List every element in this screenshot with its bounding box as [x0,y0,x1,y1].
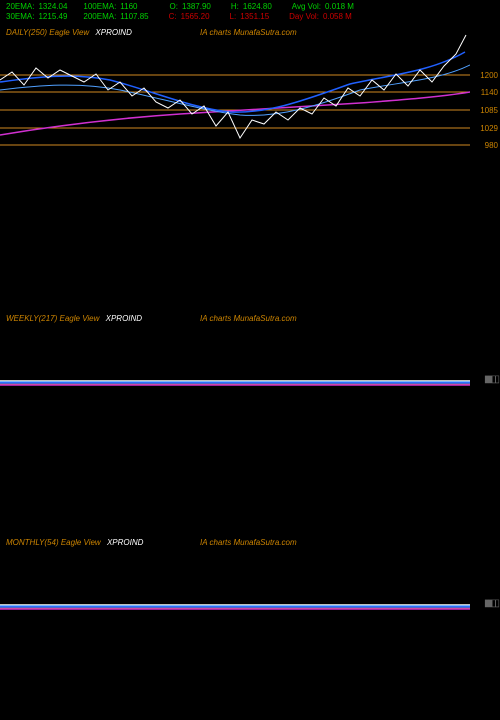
ema200-value: 1107.85 [120,12,148,22]
daily-chart-svg [0,30,470,170]
y-tick: 980 [485,141,498,150]
y-tick: 1140 [481,88,498,97]
ema20-label: 20EMA: [6,2,34,12]
weekly-chart [0,318,470,398]
y-tick: 1085 [480,106,498,115]
y-tick: 1029 [480,124,498,133]
ema100-label: 100EMA: [83,2,116,12]
low-label: L: [230,12,237,22]
dayvol-label: Day Vol: [289,12,319,22]
ema30-label: 30EMA: [6,12,34,22]
monthly-chart-svg [0,542,470,622]
weekly-marker: ▮▮▯▯ [484,374,498,385]
dayvol-value: 0.058 M [323,12,352,22]
close-value: 1565.20 [181,12,210,22]
y-tick: 1200 [480,71,498,80]
avgvol-value: 0.018 M [325,2,354,12]
ema200-label: 200EMA: [83,12,116,22]
avgvol-label: Avg Vol: [292,2,321,12]
header-row-2: 30EMA: 1215.49 200EMA: 1107.85 C: 1565.2… [6,12,494,22]
monthly-chart [0,542,470,622]
daily-y-axis: 1200 1140 1085 1029 980 [472,30,500,170]
close-label: C: [169,12,177,22]
ema20-value: 1324.04 [38,2,67,12]
low-value: 1351.15 [240,12,269,22]
header-row-1: 20EMA: 1324.04 100EMA: 1160 O: 1387.90 H… [6,2,494,12]
weekly-chart-svg [0,318,470,398]
monthly-marker: ▮▮▯▯ [484,598,498,609]
high-label: H: [231,2,239,12]
ema30-value: 1215.49 [38,12,67,22]
daily-chart [0,30,470,170]
ohlc-header: 20EMA: 1324.04 100EMA: 1160 O: 1387.90 H… [0,0,500,25]
open-label: O: [170,2,178,12]
open-value: 1387.90 [182,2,211,12]
high-value: 1624.80 [243,2,272,12]
ema100-value: 1160 [120,2,137,12]
